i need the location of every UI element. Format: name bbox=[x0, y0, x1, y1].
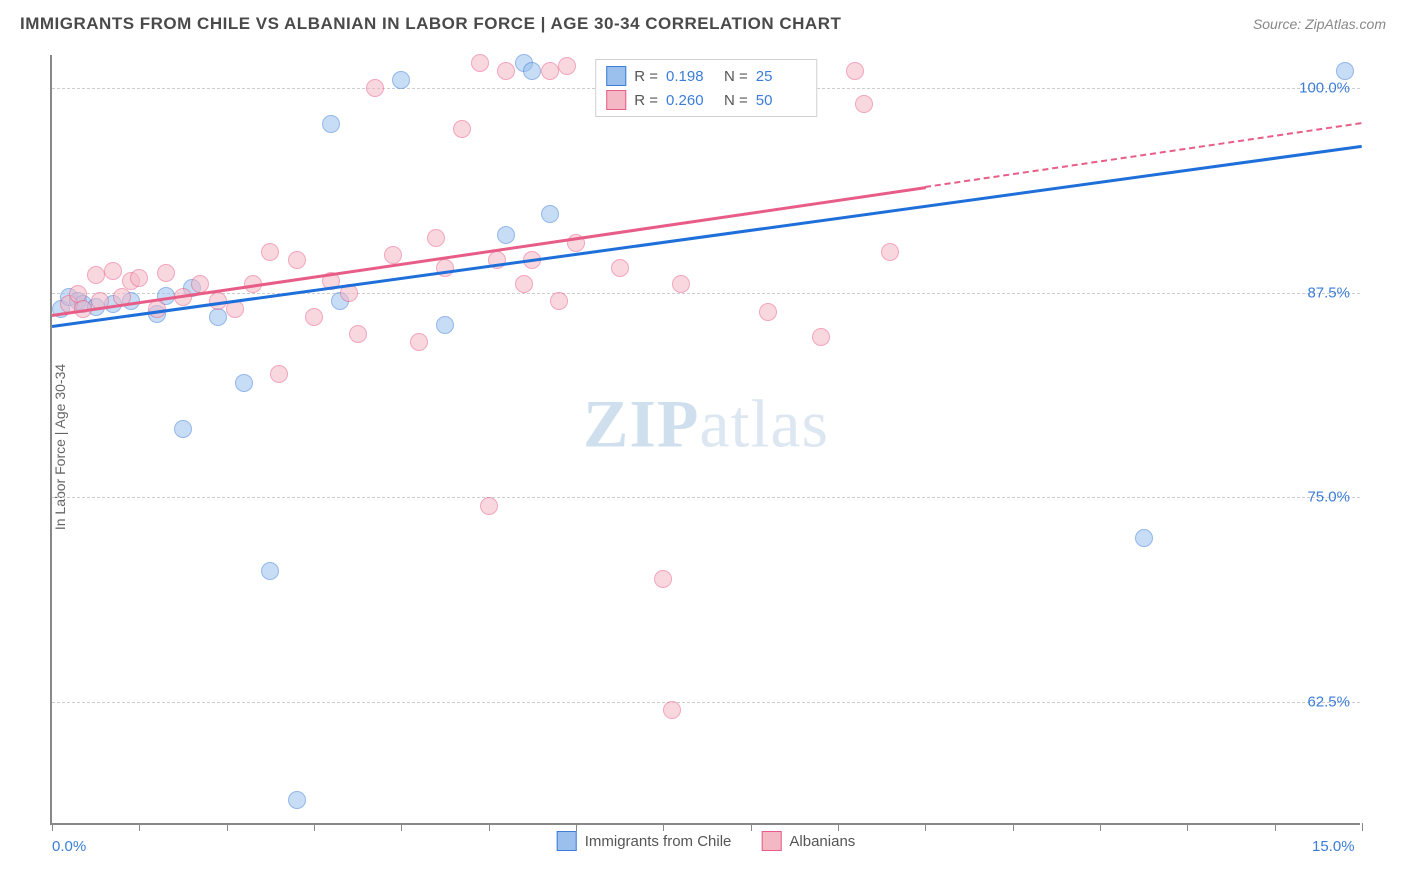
swatch-albanian bbox=[761, 831, 781, 851]
x-tick bbox=[838, 823, 839, 831]
data-point bbox=[541, 62, 559, 80]
data-point bbox=[384, 246, 402, 264]
gridline bbox=[52, 497, 1360, 498]
trend-line bbox=[52, 186, 926, 316]
data-point bbox=[523, 62, 541, 80]
swatch-chile bbox=[557, 831, 577, 851]
data-point bbox=[550, 292, 568, 310]
y-tick-label: 62.5% bbox=[1307, 694, 1350, 711]
data-point bbox=[471, 54, 489, 72]
data-point bbox=[812, 328, 830, 346]
data-point bbox=[846, 62, 864, 80]
data-point bbox=[881, 243, 899, 261]
x-tick bbox=[139, 823, 140, 831]
data-point bbox=[392, 71, 410, 89]
x-tick bbox=[1100, 823, 1101, 831]
data-point bbox=[410, 333, 428, 351]
x-tick-label: 0.0% bbox=[52, 838, 86, 855]
y-tick-label: 75.0% bbox=[1307, 489, 1350, 506]
data-point bbox=[672, 275, 690, 293]
data-point bbox=[261, 243, 279, 261]
title-bar: IMMIGRANTS FROM CHILE VS ALBANIAN IN LAB… bbox=[20, 14, 1386, 34]
source-label: Source: ZipAtlas.com bbox=[1253, 16, 1386, 32]
x-tick-label: 15.0% bbox=[1312, 838, 1355, 855]
y-axis-label: In Labor Force | Age 30-34 bbox=[52, 364, 68, 530]
data-point bbox=[288, 251, 306, 269]
data-point bbox=[855, 95, 873, 113]
legend-label: Immigrants from Chile bbox=[585, 833, 732, 850]
data-point bbox=[209, 308, 227, 326]
data-point bbox=[436, 316, 454, 334]
legend-item: Albanians bbox=[761, 831, 855, 851]
x-tick bbox=[489, 823, 490, 831]
legend-r-label: R = bbox=[634, 92, 658, 109]
plot-area: In Labor Force | Age 30-34 ZIPatlas R = … bbox=[50, 55, 1360, 825]
x-tick bbox=[227, 823, 228, 831]
data-point bbox=[270, 365, 288, 383]
legend-r-value: 0.260 bbox=[666, 92, 716, 109]
legend-n-value: 50 bbox=[756, 92, 806, 109]
data-point bbox=[288, 791, 306, 809]
x-tick bbox=[1362, 823, 1363, 831]
data-point bbox=[497, 226, 515, 244]
x-tick bbox=[1275, 823, 1276, 831]
data-point bbox=[453, 120, 471, 138]
legend-n-label: N = bbox=[724, 92, 748, 109]
data-point bbox=[1336, 62, 1354, 80]
watermark: ZIPatlas bbox=[583, 384, 829, 463]
data-point bbox=[759, 303, 777, 321]
legend-n-value: 25 bbox=[756, 68, 806, 85]
data-point bbox=[480, 497, 498, 515]
legend-stats: R = 0.198 N = 25 R = 0.260 N = 50 bbox=[595, 59, 817, 117]
y-tick-label: 87.5% bbox=[1307, 284, 1350, 301]
legend-series: Immigrants from Chile Albanians bbox=[557, 831, 856, 851]
legend-stats-row: R = 0.260 N = 50 bbox=[606, 88, 806, 112]
x-tick bbox=[52, 823, 53, 831]
legend-r-value: 0.198 bbox=[666, 68, 716, 85]
watermark-atlas: atlas bbox=[699, 385, 829, 461]
trend-line bbox=[52, 145, 1362, 328]
x-tick bbox=[751, 823, 752, 831]
data-point bbox=[157, 264, 175, 282]
legend-r-label: R = bbox=[634, 68, 658, 85]
x-tick bbox=[401, 823, 402, 831]
data-point bbox=[558, 57, 576, 75]
x-tick bbox=[925, 823, 926, 831]
data-point bbox=[130, 269, 148, 287]
data-point bbox=[104, 262, 122, 280]
watermark-zip: ZIP bbox=[583, 385, 699, 461]
legend-label: Albanians bbox=[789, 833, 855, 850]
data-point bbox=[174, 420, 192, 438]
data-point bbox=[261, 562, 279, 580]
swatch-albanian bbox=[606, 90, 626, 110]
legend-stats-row: R = 0.198 N = 25 bbox=[606, 64, 806, 88]
gridline bbox=[52, 702, 1360, 703]
data-point bbox=[515, 275, 533, 293]
x-tick bbox=[1187, 823, 1188, 831]
data-point bbox=[349, 325, 367, 343]
swatch-chile bbox=[606, 66, 626, 86]
data-point bbox=[497, 62, 515, 80]
x-tick bbox=[663, 823, 664, 831]
data-point bbox=[611, 259, 629, 277]
data-point bbox=[1135, 529, 1153, 547]
legend-item: Immigrants from Chile bbox=[557, 831, 732, 851]
legend-n-label: N = bbox=[724, 68, 748, 85]
x-tick bbox=[1013, 823, 1014, 831]
y-tick-label: 100.0% bbox=[1299, 79, 1350, 96]
x-tick bbox=[576, 823, 577, 831]
gridline bbox=[52, 293, 1360, 294]
chart-title: IMMIGRANTS FROM CHILE VS ALBANIAN IN LAB… bbox=[20, 14, 841, 34]
data-point bbox=[654, 570, 672, 588]
data-point bbox=[235, 374, 253, 392]
data-point bbox=[427, 229, 445, 247]
data-point bbox=[87, 266, 105, 284]
data-point bbox=[366, 79, 384, 97]
data-point bbox=[322, 115, 340, 133]
data-point bbox=[541, 205, 559, 223]
data-point bbox=[663, 701, 681, 719]
data-point bbox=[305, 308, 323, 326]
x-tick bbox=[314, 823, 315, 831]
